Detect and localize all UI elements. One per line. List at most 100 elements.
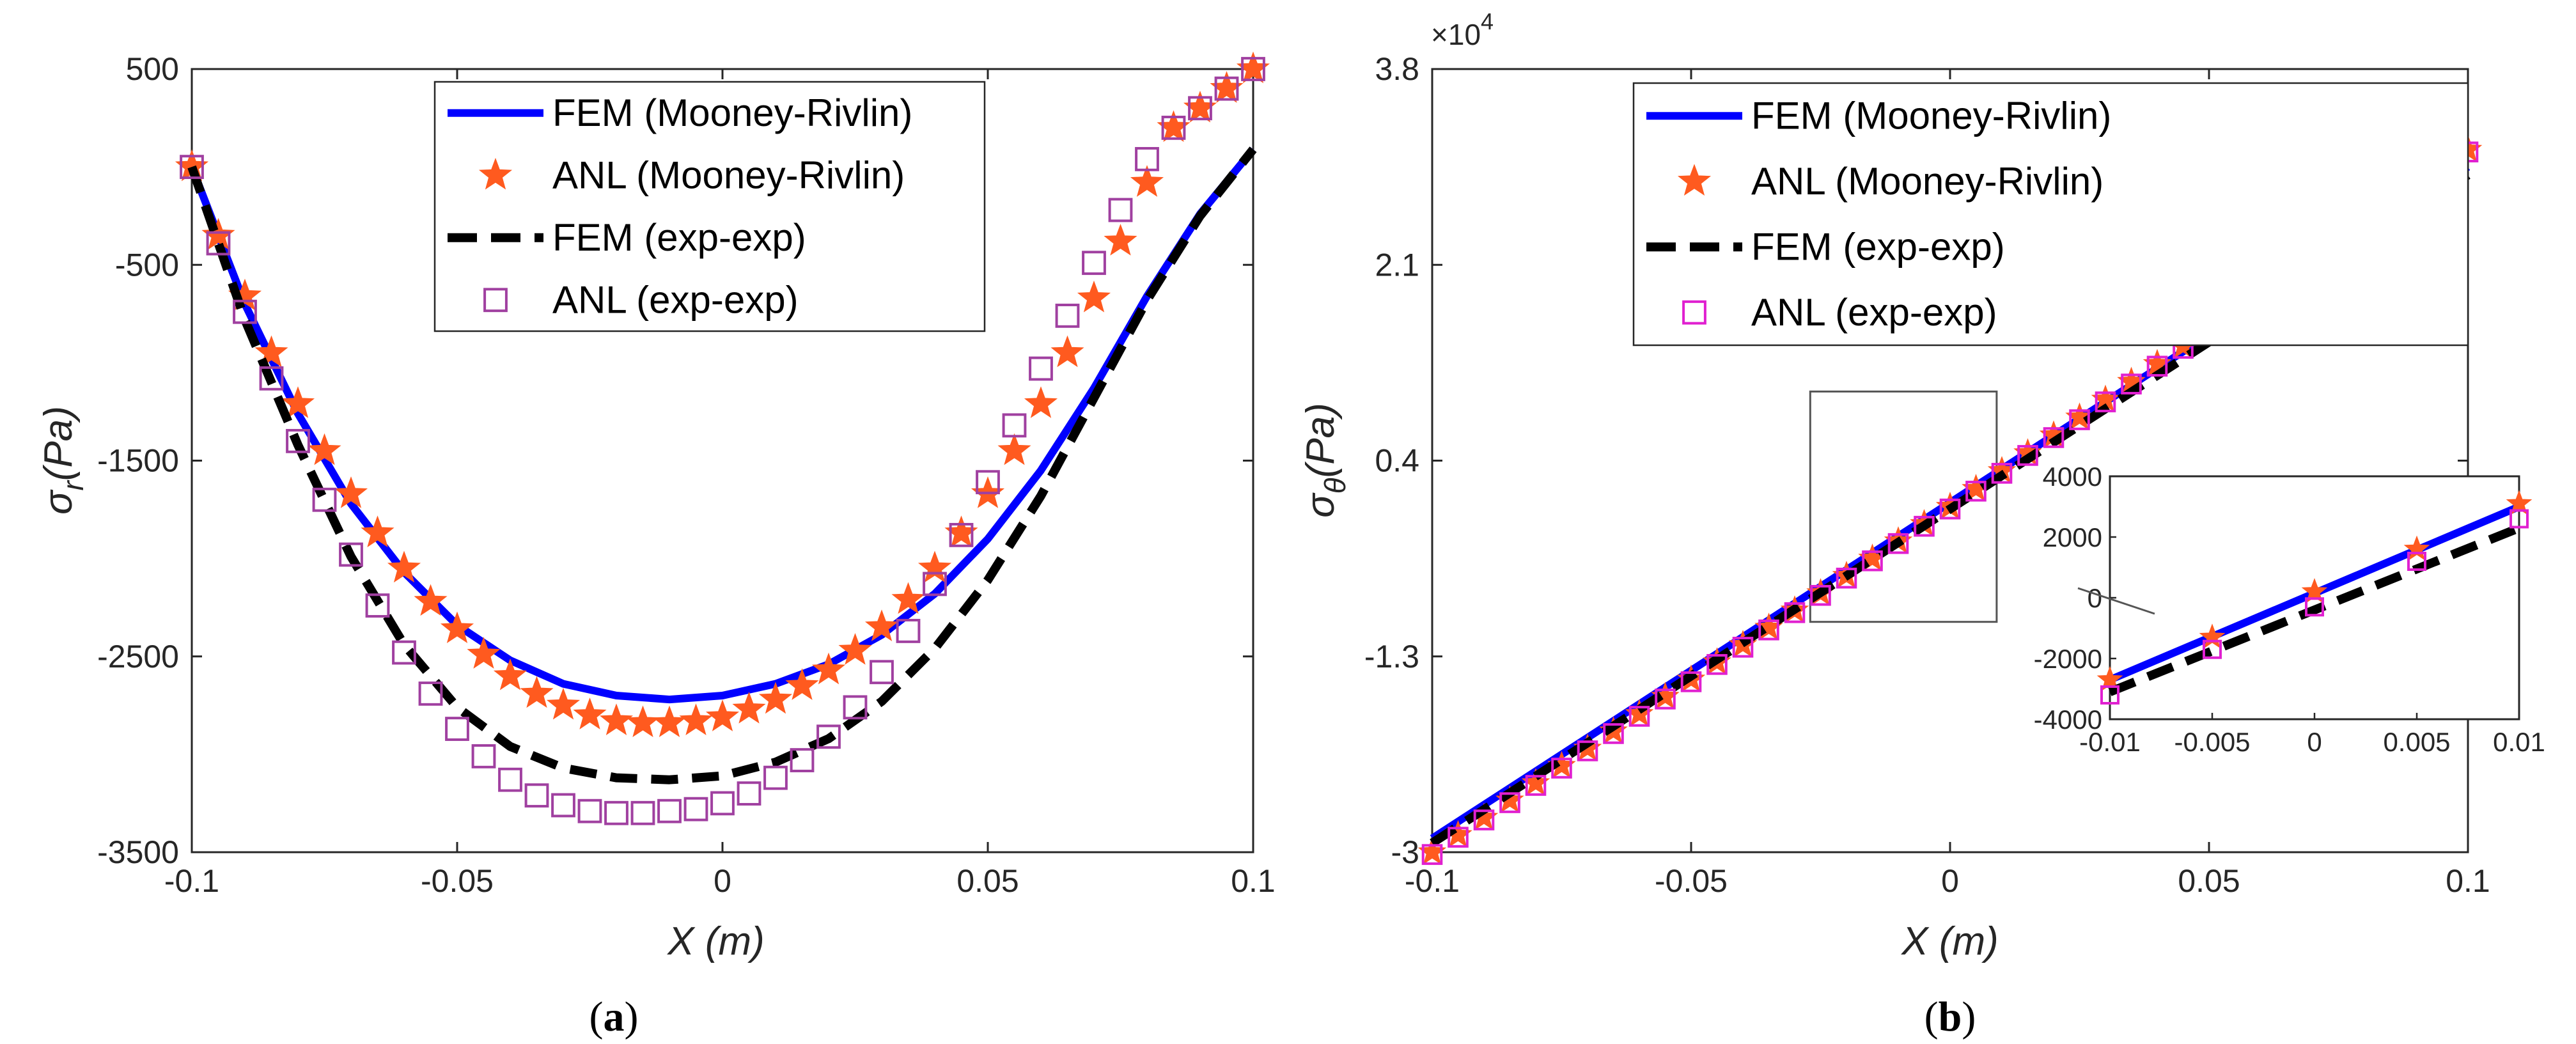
data-point-b-3 [1421,844,1443,865]
inset-series-3 [2100,509,2529,705]
data-point-a-3 [259,366,284,391]
y-axis-symbol-a: σ [36,489,81,515]
data-point-b-3 [1887,533,1909,554]
legend-label-b-3: ANL (exp-exp) [1751,291,1997,334]
y-axis-label-a: σr(Pa) [36,406,90,515]
data-point-a-3 [1002,413,1027,438]
inset-plot: -0.01 -0.005 0 0.005 0.01 -4000 -2000 0 2000 4000 [2034,462,2545,757]
data-point-a-3 [1214,76,1239,101]
x-tick-label-b: -0.05 [1655,863,1728,899]
data-point-a-3 [1135,146,1159,171]
x-tick-label-a: 0.05 [956,863,1019,899]
data-point-a-1 [811,652,846,685]
data-point-a-1 [493,658,527,690]
legend-swatch-a-3 [483,288,508,313]
inset-y-tick-label: 4000 [2043,462,2102,492]
x-tick-label-b: 0.1 [2446,863,2490,899]
svg-text:σθ(Pa): σθ(Pa) [1299,403,1352,518]
legend-swatch-a-1 [478,157,513,190]
data-point-a-1 [201,217,235,250]
data-point-a-1 [732,691,766,724]
data-point-a-1 [1130,165,1164,197]
data-point-a-1 [387,550,421,583]
x-tick-label-b: -0.1 [1405,863,1460,899]
legend-swatch-b-3 [1682,300,1706,325]
data-point-a-3 [1241,57,1265,81]
data-point-a-1 [758,682,793,714]
data-point-a-3 [1108,198,1133,222]
data-point-b-3 [2069,409,2090,430]
legend-label-b-0: FEM (Mooney-Rivlin) [1751,94,2111,137]
inset-y-tick-label: -4000 [2034,705,2102,735]
data-point-a-3 [1188,96,1212,121]
data-point-a-1 [838,633,872,665]
series-line-a-2 [187,146,1257,784]
data-point-b-3 [1655,689,1676,710]
legend-box-a [433,81,986,332]
data-point-a-3 [339,542,363,567]
inset-data-point-3 [2100,685,2119,705]
inset-y-tick-label: -2000 [2034,644,2102,674]
data-point-a-1 [308,433,341,465]
data-point-a-3 [604,800,628,825]
data-point-a-1 [1050,335,1084,368]
data-point-a-1 [1024,386,1058,418]
y-tick-label-b: -3 [1391,834,1419,870]
y-tick-label-a: -3500 [97,834,179,870]
data-point-b-3 [1784,602,1806,623]
data-point-a-1 [414,584,448,616]
x-tick-label-a: -0.1 [164,863,219,899]
data-point-a-3 [657,799,682,823]
inset-data-point-3 [2407,552,2426,571]
y-axis-subscript-a: r [56,480,90,491]
data-point-a-1 [467,637,501,669]
data-point-a-3 [392,640,416,665]
data-point-b-3 [1628,706,1650,727]
exponent-label-b: ×104 [1431,8,1494,51]
y-tick-label-b: 2.1 [1375,247,1419,283]
y-tick-label-b: 0.4 [1375,443,1419,479]
inset-data-point-1 [2096,666,2123,691]
data-point-a-3 [870,660,894,685]
data-point-a-3 [710,791,735,816]
data-point-b-3 [1862,550,1883,572]
inset-series-1 [2096,490,2533,691]
legend-label-a-0: FEM (Mooney-Rivlin) [552,91,912,134]
data-point-a-3 [1055,303,1080,328]
data-point-b-3 [2095,391,2116,412]
data-point-b-3 [1603,723,1624,744]
data-point-a-3 [816,724,841,749]
data-point-a-1 [864,609,899,641]
inset-data-point-1 [2403,535,2430,561]
data-point-b-3 [2121,373,2142,395]
data-point-b-3 [2017,445,2038,466]
data-point-a-3 [577,799,602,823]
series-a-0 [188,146,1256,704]
data-point-a-3 [445,717,469,741]
inset-data-point-1 [2301,578,2328,603]
data-point-b-3 [1810,584,1831,606]
y-axis-unit-a: (Pa) [36,406,81,481]
data-point-a-3 [683,797,708,822]
data-point-a-3 [418,682,443,706]
inset-x-tick-label: 0.005 [2383,727,2450,757]
x-tick-label-a: -0.05 [421,863,494,899]
x-axis-label-a: X (m) [666,919,765,963]
data-point-b-3 [1914,515,1935,537]
data-point-b-3 [1706,654,1728,675]
data-point-a-1 [361,515,394,547]
data-point-a-1 [705,699,740,731]
data-point-a-3 [471,744,496,768]
data-point-a-3 [180,155,204,180]
data-point-a-1 [440,611,474,644]
inset-data-point-3 [2510,509,2529,529]
data-point-a-1 [281,386,315,418]
zoom-region-box [1809,390,1998,623]
data-point-a-3 [286,428,310,453]
data-point-a-1 [254,335,288,368]
y-tick-label-b: 3.8 [1375,51,1419,87]
x-tick-label-a: 0.1 [1231,863,1276,899]
inset-data-point-3 [2305,597,2324,617]
chart-panel-b: -0.1 -0.05 0 0.05 0.1 -3 -1.3 0.4 2.1 3.8 FEM (Mo… [1299,8,2545,1040]
data-point-a-1 [652,705,687,738]
